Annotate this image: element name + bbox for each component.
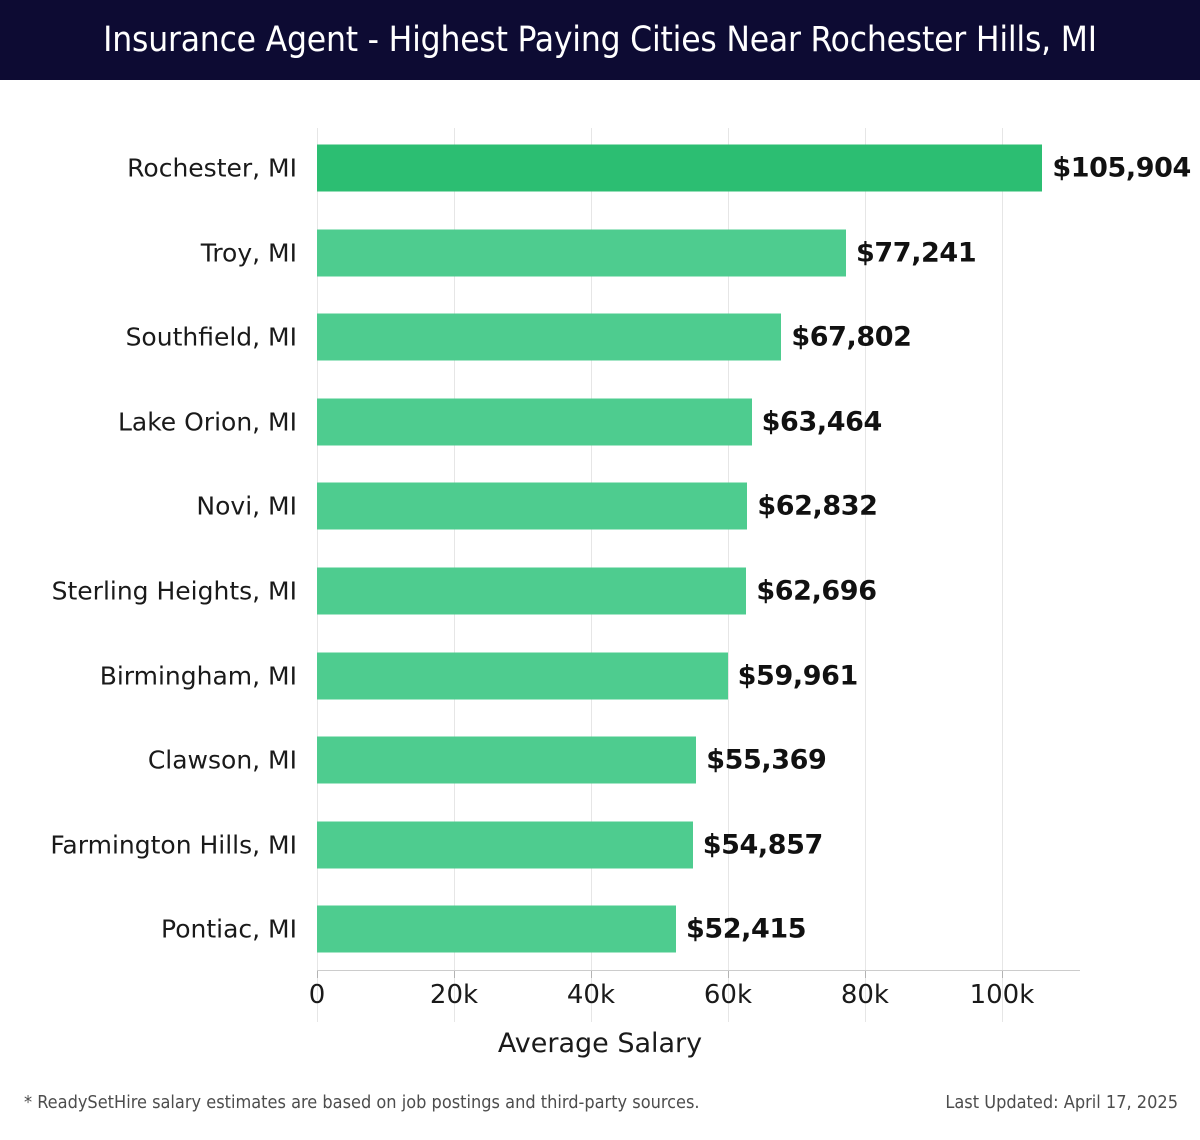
chart-header: Insurance Agent - Highest Paying Cities …: [0, 0, 1200, 80]
bar-value-label: $54,857: [702, 829, 824, 861]
category-label: Pontiac, MI: [161, 914, 297, 944]
gridline: [1001, 128, 1003, 1022]
x-axis-tick-label: 80k: [840, 980, 889, 1010]
gridline: [864, 128, 866, 1022]
x-axis-tick: [1001, 971, 1003, 978]
category-label: Southfield, MI: [125, 322, 297, 352]
bar[interactable]: [317, 144, 1043, 192]
bar-value-label: $62,832: [757, 490, 878, 522]
footer-disclaimer: * ReadySetHire salary estimates are base…: [24, 1092, 700, 1113]
bar-value-label: $55,369: [706, 744, 827, 776]
bar[interactable]: [317, 567, 747, 615]
bar-row[interactable]: Clawson, MI $55,369: [0, 718, 1200, 802]
category-label: Novi, MI: [196, 491, 297, 521]
bar[interactable]: [317, 482, 748, 530]
category-label: Troy, MI: [200, 238, 297, 268]
x-axis-tick-label: 40k: [566, 980, 616, 1010]
bar-row[interactable]: Sterling Heights, MI $62,696: [0, 549, 1200, 633]
x-axis-tick: [590, 971, 592, 978]
bar[interactable]: [317, 736, 697, 784]
x-axis-tick-label: 60k: [703, 980, 753, 1010]
bar-value-label: $105,904: [1052, 152, 1191, 184]
plot-area: 0 20k 40k 60k 80k 100k Rochester, MI $105,904 T…: [0, 80, 1200, 1080]
x-axis-tick-label: 20k: [429, 980, 479, 1010]
bar-value-label: $63,464: [761, 406, 883, 438]
bar-value-label: $52,415: [686, 913, 807, 945]
category-label: Rochester, MI: [127, 153, 297, 183]
bar-value-label: $67,802: [791, 321, 912, 353]
x-axis-tick: [727, 971, 729, 978]
x-axis-line: [317, 970, 1080, 971]
category-label: Sterling Heights, MI: [51, 576, 297, 606]
bar[interactable]: [317, 398, 752, 446]
bar-row[interactable]: Birmingham, MI $59,961: [0, 634, 1200, 718]
x-axis-tick: [317, 971, 318, 978]
footer-last-updated: Last Updated: April 17, 2025: [945, 1092, 1178, 1113]
bar-value-label: $62,696: [756, 575, 877, 607]
bar[interactable]: [317, 313, 782, 361]
bar-row[interactable]: Pontiac, MI $52,415: [0, 887, 1200, 971]
category-label: Lake Orion, MI: [117, 407, 297, 437]
x-axis-tick-label: 100k: [969, 980, 1035, 1010]
bar-row[interactable]: Rochester, MI $105,904: [0, 126, 1200, 210]
bar-row[interactable]: Lake Orion, MI $63,464: [0, 380, 1200, 464]
category-label: Birmingham, MI: [99, 661, 297, 691]
x-axis-tick: [864, 971, 866, 978]
category-label: Clawson, MI: [147, 745, 297, 775]
bar-row[interactable]: Farmington Hills, MI $54,857: [0, 803, 1200, 887]
category-label: Farmington Hills, MI: [50, 830, 297, 860]
bar[interactable]: [317, 905, 676, 953]
page-title: Insurance Agent - Highest Paying Cities …: [103, 19, 1097, 60]
bar[interactable]: [317, 652, 728, 700]
bar-value-label: $77,241: [856, 237, 977, 269]
bar[interactable]: [317, 821, 693, 869]
bar-value-label: $59,961: [737, 660, 859, 692]
x-axis-tick: [453, 971, 455, 978]
bar[interactable]: [317, 229, 847, 277]
bar-row[interactable]: Troy, MI $77,241: [0, 211, 1200, 295]
bar-row[interactable]: Southfield, MI $67,802: [0, 295, 1200, 379]
chart-footer: * ReadySetHire salary estimates are base…: [0, 1092, 1200, 1132]
bar-row[interactable]: Novi, MI $62,832: [0, 464, 1200, 548]
x-axis-tick-label: 0: [308, 980, 326, 1010]
x-axis-title: Average Salary: [497, 1028, 703, 1059]
